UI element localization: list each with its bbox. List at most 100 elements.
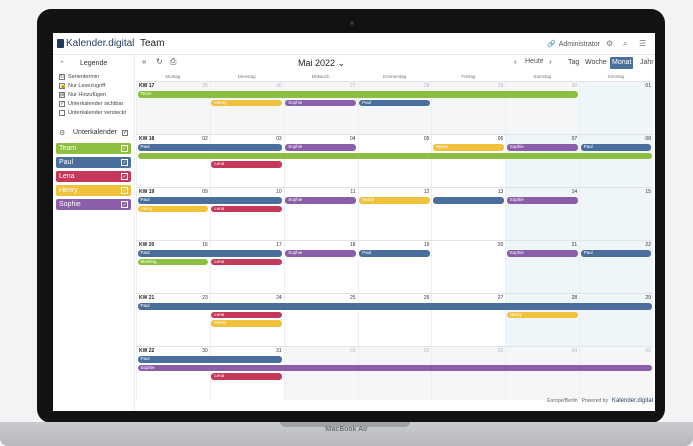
day-cell[interactable]: 26: [209, 82, 284, 135]
calendar-event[interactable]: Lena: [211, 311, 283, 318]
day-cell[interactable]: 29: [579, 294, 653, 347]
gear-icon[interactable]: ⚙: [606, 39, 614, 48]
day-cell[interactable]: 27: [283, 82, 358, 135]
day-cell[interactable]: 27: [431, 294, 505, 347]
day-cell[interactable]: 31: [209, 347, 284, 400]
calendar-event[interactable]: Sophie: [506, 144, 578, 151]
checkbox-checked-icon[interactable]: ✓: [121, 187, 128, 194]
calendar-event[interactable]: Sophie: [285, 197, 357, 204]
calendar-event[interactable]: Henry: [211, 320, 283, 327]
calendar-event[interactable]: Sophie: [285, 250, 357, 257]
day-cell[interactable]: 04: [505, 347, 580, 400]
day-cell[interactable]: 05: [357, 135, 432, 188]
subcalendar-toggle-all[interactable]: ✓: [122, 130, 128, 136]
day-cell[interactable]: 06: [431, 135, 505, 188]
day-cell[interactable]: 28: [357, 82, 432, 135]
user-menu[interactable]: 🔗 Administrator: [547, 40, 600, 49]
calendar-event[interactable]: Paul: [137, 356, 283, 363]
day-cell[interactable]: 15: [579, 188, 653, 241]
calendar-event[interactable]: Lena: [211, 205, 283, 212]
day-cell[interactable]: 29: [431, 82, 506, 135]
subcalendar-henry[interactable]: Henry ✓: [56, 185, 131, 196]
print-icon[interactable]: ⎙: [170, 57, 177, 66]
checkbox-checked-icon[interactable]: ✓: [121, 145, 128, 152]
calendar-event[interactable]: [137, 152, 652, 159]
menu-icon[interactable]: ☰: [639, 39, 647, 48]
day-cell[interactable]: 17: [209, 241, 284, 294]
day-cell[interactable]: 24: [209, 294, 284, 347]
month-selector[interactable]: Mai 2022 ⌄: [298, 58, 346, 68]
view-monat-button[interactable]: Monat: [610, 57, 634, 69]
day-cell[interactable]: 11: [283, 188, 358, 241]
day-cell[interactable]: 25: [283, 294, 358, 347]
chevron-up-icon[interactable]: ⌃: [59, 61, 65, 68]
day-cell[interactable]: 25 KW 17: [136, 82, 210, 135]
collapse-icon[interactable]: «: [142, 57, 147, 66]
search-icon[interactable]: ⌕: [623, 39, 628, 48]
today-button[interactable]: Heute: [525, 58, 544, 65]
calendar-event[interactable]: Henry: [506, 311, 578, 318]
calendar-event[interactable]: Paul: [137, 303, 652, 310]
day-cell[interactable]: 04: [283, 135, 358, 188]
calendar-event[interactable]: Sophie: [506, 250, 578, 257]
day-cell[interactable]: 13: [431, 188, 505, 241]
calendar-event[interactable]: Paul: [137, 144, 283, 151]
day-cell[interactable]: 16 KW 20: [136, 241, 210, 294]
calendar-event[interactable]: Sophie: [137, 364, 652, 371]
day-cell[interactable]: 01: [283, 347, 358, 400]
calendar-event[interactable]: Team: [137, 91, 578, 98]
day-cell[interactable]: 28: [505, 294, 580, 347]
day-cell[interactable]: 12: [357, 188, 432, 241]
subcalendar-team[interactable]: Team ✓: [56, 143, 131, 154]
next-icon[interactable]: ›: [549, 57, 552, 66]
checkbox-checked-icon[interactable]: ✓: [121, 159, 128, 166]
day-cell[interactable]: 07: [505, 135, 580, 188]
day-cell[interactable]: 18: [283, 241, 358, 294]
calendar-event[interactable]: Paul: [359, 99, 430, 106]
calendar-event[interactable]: Lena: [211, 373, 283, 380]
calendar-event[interactable]: Meeting: [137, 258, 209, 265]
day-cell[interactable]: 30: [505, 82, 580, 135]
calendar-event[interactable]: Paul: [580, 144, 652, 151]
day-cell[interactable]: 08: [579, 135, 653, 188]
day-cell[interactable]: 01: [579, 82, 653, 135]
calendar-event[interactable]: Henry: [137, 205, 209, 212]
calendar-event[interactable]: Henry: [211, 99, 283, 106]
refresh-icon[interactable]: ↻: [156, 57, 163, 66]
subcalendar-lena[interactable]: Lena ✓: [56, 171, 131, 182]
calendar-event[interactable]: [432, 197, 504, 204]
calendar-event[interactable]: Lena: [211, 258, 283, 265]
day-cell[interactable]: 21: [505, 241, 580, 294]
view-tag-button[interactable]: Tag: [568, 59, 580, 66]
day-cell[interactable]: 02 KW 18: [136, 135, 210, 188]
day-cell[interactable]: 20: [431, 241, 505, 294]
day-cell[interactable]: 26: [357, 294, 432, 347]
checkbox-checked-icon[interactable]: ✓: [121, 173, 128, 180]
day-cell[interactable]: 02: [357, 347, 432, 400]
day-cell[interactable]: 09 KW 19: [136, 188, 210, 241]
calendar-event[interactable]: Paul: [359, 250, 430, 257]
checkbox-checked-icon[interactable]: ✓: [121, 201, 128, 208]
calendar-event[interactable]: Paul: [580, 250, 652, 257]
day-cell[interactable]: 19: [357, 241, 432, 294]
calendar-event[interactable]: Paul: [137, 197, 283, 204]
day-cell[interactable]: 03: [431, 347, 506, 400]
timezone-link[interactable]: Europe/Berlin: [547, 398, 578, 404]
gear-icon[interactable]: ⚙: [59, 130, 66, 137]
view-jahr-button[interactable]: Jahr: [640, 59, 654, 66]
day-cell[interactable]: 03: [209, 135, 284, 188]
day-cell[interactable]: 05: [579, 347, 653, 400]
app-logo[interactable]: Kalender.digital: [57, 38, 134, 49]
day-cell[interactable]: 30 KW 22: [136, 347, 210, 400]
footer-brand[interactable]: Kalender.digital: [611, 398, 653, 404]
day-cell[interactable]: 22: [579, 241, 653, 294]
day-cell[interactable]: 14: [505, 188, 580, 241]
prev-icon[interactable]: ‹: [514, 57, 517, 66]
calendar-event[interactable]: Sophie: [285, 99, 357, 106]
subcalendar-sophie[interactable]: Sophie ✓: [56, 199, 131, 210]
view-woche-button[interactable]: Woche: [585, 59, 607, 66]
calendar-event[interactable]: Henry: [359, 197, 430, 204]
calendar-event[interactable]: Paul: [137, 250, 283, 257]
calendar-event[interactable]: Lena: [211, 161, 283, 168]
subcalendar-paul[interactable]: Paul ✓: [56, 157, 131, 168]
